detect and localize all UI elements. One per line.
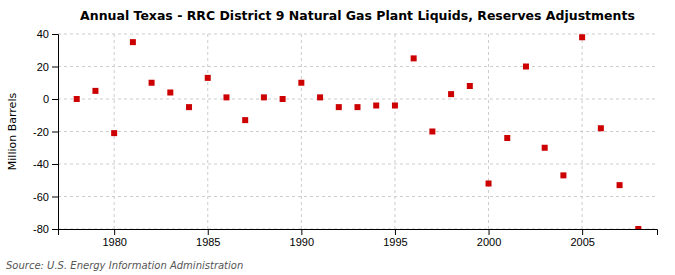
tick: 2005 [570,229,594,248]
point [579,34,585,40]
point [429,129,435,135]
tick: -80 [33,223,58,235]
point [617,182,623,188]
axis-line [59,230,658,236]
tick: 20 [37,61,58,73]
point [373,103,379,109]
tick: 40 [37,28,58,40]
tick-label: -80 [33,223,49,235]
axis-line [52,35,59,230]
tick-label: 1995 [383,236,407,248]
point [635,226,641,229]
point [317,94,323,100]
tick-mark [395,229,396,235]
point [560,172,566,178]
plot-area: 1980 1985 1990 1995 2000 2005 -80 -60 -40 -20 0 20 4… [33,28,657,248]
grid-line-y [58,34,657,35]
y-axis: -80 -60 -40 -20 0 20 40 [33,28,58,235]
point [504,135,510,141]
tick-label: -20 [33,126,49,138]
x-axis: 1980 1985 1990 1995 2000 2005 [59,229,658,248]
grid-line-y [58,164,657,165]
grid-line-x [488,34,489,229]
tick-mark [301,229,302,235]
point [486,181,492,187]
tick-mark [489,229,490,235]
point [298,80,304,86]
tick-label: 20 [37,61,49,73]
point [149,80,155,86]
point [186,104,192,110]
tick-label: 0 [43,93,49,105]
point [448,91,454,97]
point [598,125,604,131]
point [467,83,473,89]
tick: 2000 [477,229,501,248]
point [205,75,211,81]
title: Annual Texas - RRC District 9 Natural Ga… [80,8,635,23]
point [223,94,229,100]
source-note: Source: U.S. Energy Information Administ… [6,260,243,271]
point [242,117,248,123]
tick: 1980 [102,229,126,248]
point [542,145,548,151]
tick-label: 1990 [290,236,314,248]
tick-label: 40 [37,28,49,40]
point [130,39,136,45]
point [111,130,117,136]
chart: 1980 1985 1990 1995 2000 2005 -80 -60 -40 -20 0 20 4… [0,0,675,275]
tick-mark [114,229,115,235]
tick-label: 1985 [196,236,220,248]
grid-line-y [58,196,657,197]
tick: 0 [43,93,58,105]
y-axis-label: Million Barrels [6,93,19,171]
point [261,94,267,100]
tick-mark [52,197,58,198]
tick: -40 [33,158,58,170]
tick-label: 1980 [102,236,126,248]
point [167,90,173,96]
tick-mark [208,229,209,235]
tick: 1995 [383,229,407,248]
tick-label: -60 [33,191,49,203]
points [74,34,642,229]
point [411,55,417,61]
point [92,88,98,94]
tick-mark [52,164,58,165]
point [523,64,529,70]
tick-mark [582,229,583,235]
tick: 1990 [290,229,314,248]
point [280,96,286,102]
point [392,103,398,109]
tick-mark [52,132,58,133]
point [355,104,361,110]
tick-mark [52,229,58,230]
tick-mark [52,99,58,100]
grid [58,34,657,229]
tick-label: -40 [33,158,49,170]
tick: -20 [33,126,58,138]
tick-mark [52,67,58,68]
tick: 1985 [196,229,220,248]
point [74,96,80,102]
grid-line-y [58,99,657,100]
grid-line-y [58,131,657,132]
tick-label: 2005 [570,236,594,248]
tick: -60 [33,191,58,203]
tick-label: 2000 [477,236,501,248]
point [336,104,342,110]
grid-line-y [58,66,657,67]
tick-mark [52,34,58,35]
